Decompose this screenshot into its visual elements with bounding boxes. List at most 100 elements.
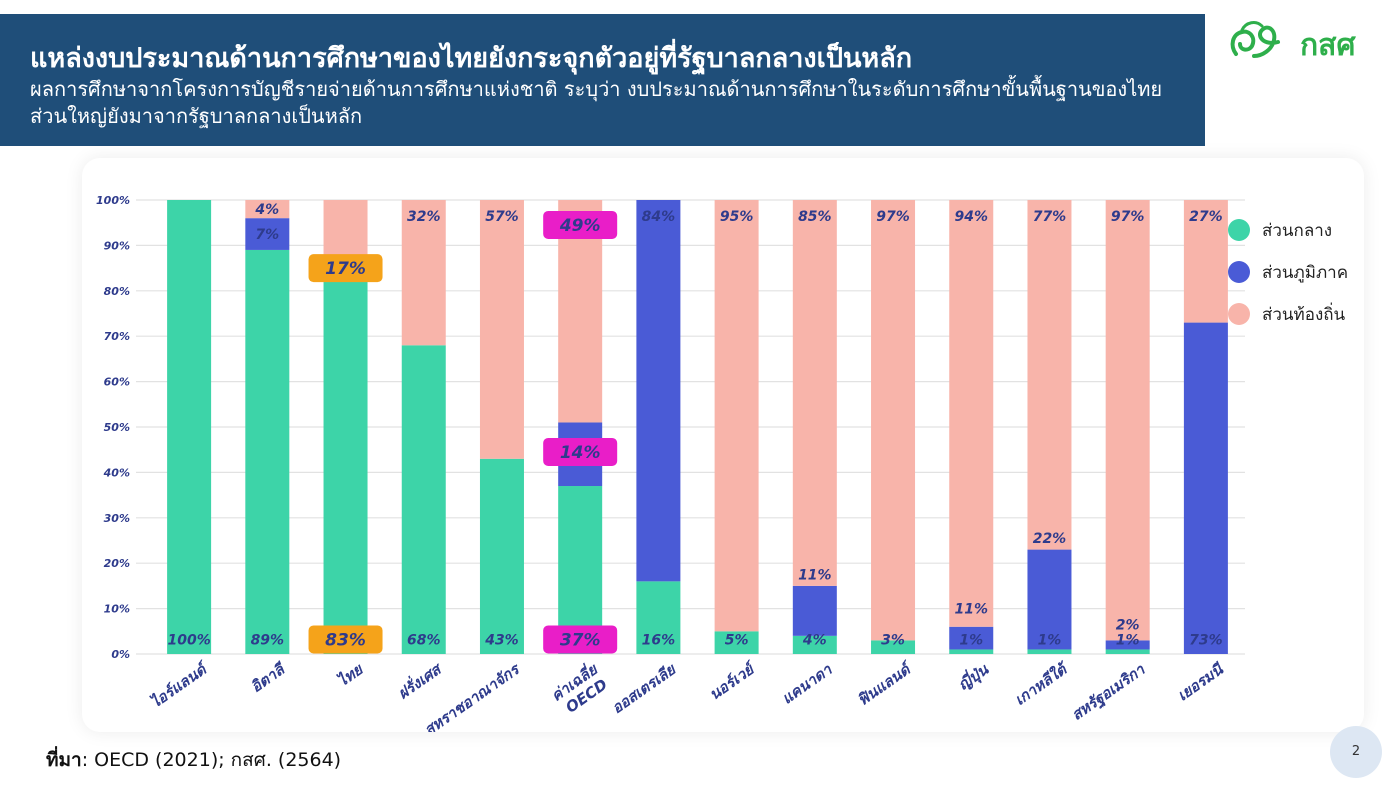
highlight-box [308,625,383,654]
data-label: 22% [1033,531,1067,547]
data-label: 83% [325,630,366,650]
x-tick-label: ฟินแลนด์ [854,658,917,709]
data-label: 94% [954,209,988,225]
bar-segment [479,458,524,654]
data-label: 11% [798,568,832,584]
bar-segment [636,581,681,654]
bar-segment [871,200,916,641]
y-tick-label: 80% [104,285,130,298]
y-tick-label: 50% [104,421,130,434]
legend-label: ส่วนภูมิภาค [1262,263,1348,283]
data-label: 32% [407,209,441,225]
data-label: 49% [559,216,601,236]
data-label: 2% [1116,617,1140,633]
x-tick-label: ไทย [334,660,367,690]
stacked-bar-chart: 0% 10% 20% 30% 40% 50% 60% 70% 80% 90% 100% 100% 89%… [96,194,1348,732]
x-tick-label: ฝรั่งเศส [393,657,446,703]
data-label: 14% [560,443,601,463]
bar-segment [871,640,916,654]
bar-segment [1027,200,1072,550]
data-label: 11% [954,602,988,618]
x-tick-label: ไอร์แลนด์ [147,658,213,711]
data-label: 84% [642,209,676,225]
x-tick-label: ค่าเฉลี่ยOECD [547,658,612,720]
page-title: แหล่งงบประมาณด้านการศึกษาของไทยยังกระจุก… [30,43,913,74]
data-label: 37% [560,630,601,650]
bar-segment [245,200,290,219]
data-label: 5% [725,632,749,648]
highlight-box [543,437,618,466]
data-label: 17% [325,259,366,279]
highlight-box [543,210,618,239]
bar-segment [949,649,994,654]
data-label: 7% [255,227,279,243]
legend-label: ส่วนกลาง [1262,221,1332,241]
bar-segment [479,200,524,459]
y-tick-label: 40% [103,466,130,479]
x-tick-label: เยอรมนี [1174,659,1228,704]
bar-segment [167,200,212,654]
x-tick-label: ญี่ปุ่น [953,658,992,694]
data-label: 4% [254,202,279,218]
data-label: 89% [251,632,285,648]
data-label: 97% [876,209,910,225]
legend-marker [1228,303,1250,325]
y-tick-label: 60% [104,376,130,389]
bar-segment [714,631,759,654]
bar-segment [949,626,994,650]
bar-segment [1105,200,1150,641]
highlight-box [308,254,383,283]
data-label: 95% [720,209,754,225]
y-tick-label: 90% [104,239,130,252]
bar-segment [1183,200,1228,323]
data-label: 27% [1189,209,1223,225]
y-tick-label: 20% [104,557,130,570]
data-label: 16% [642,632,676,648]
data-label: 85% [798,209,832,225]
logo-text: กสศ [1300,28,1356,63]
data-label: 73% [1189,632,1223,648]
bar-segment [1105,649,1150,654]
y-tick-label: 70% [104,330,130,343]
data-label: 1% [1116,632,1140,648]
y-tick-label: 30% [104,512,130,525]
legend-label: ส่วนท้องถิ่น [1262,302,1346,325]
source-note: ที่มา: OECD (2021); กสศ. (2564) [46,745,341,775]
page-number: 2 [1330,726,1382,778]
data-label: 68% [407,632,441,648]
bar-segment [792,585,837,636]
logo-icon [1230,21,1280,58]
data-label: 1% [1038,632,1062,648]
data-label: 77% [1033,209,1067,225]
x-tick-label: เกาหลีใต้ [1011,658,1073,709]
x-tick-label: ออสเตรเลีย [608,660,679,717]
bar-segment [949,200,994,627]
header-banner: แหล่งงบประมาณด้านการศึกษาของไทยยังกระจุก… [0,14,1205,146]
legend-marker [1228,219,1250,241]
chart-card: 0% 10% 20% 30% 40% 50% 60% 70% 80% 90% 100% 100% 89%… [82,158,1364,732]
data-label: 43% [484,632,519,648]
bar-segment [792,635,837,654]
bar-segment [792,200,837,586]
x-tick-label: นอร์เวย์ [706,658,760,704]
bar-segment [636,200,681,582]
bar-segment [245,218,290,250]
highlight-box [543,625,618,654]
x-tick-label: อิตาลี [247,659,290,696]
legend-marker [1228,261,1250,283]
bar-segment [1183,322,1228,654]
source-label: ที่มา [46,749,82,771]
x-tick-label: สหรัฐอเมริกา [1068,660,1150,725]
bar-segment [1027,649,1072,654]
data-label: 57% [485,209,519,225]
data-label: 3% [881,632,905,648]
bar-segment [1027,549,1072,650]
data-label: 4% [802,632,827,648]
bar-segment [401,345,446,654]
bar-segment [245,249,290,654]
y-tick-label: 0% [111,648,130,661]
y-tick-label: 100% [96,194,130,207]
data-label: 1% [959,632,983,648]
x-tick-label: แคนาดา [778,660,836,708]
page-subtitle: ผลการศึกษาจากโครงการบัญชีรายจ่ายด้านการศ… [30,77,1163,128]
